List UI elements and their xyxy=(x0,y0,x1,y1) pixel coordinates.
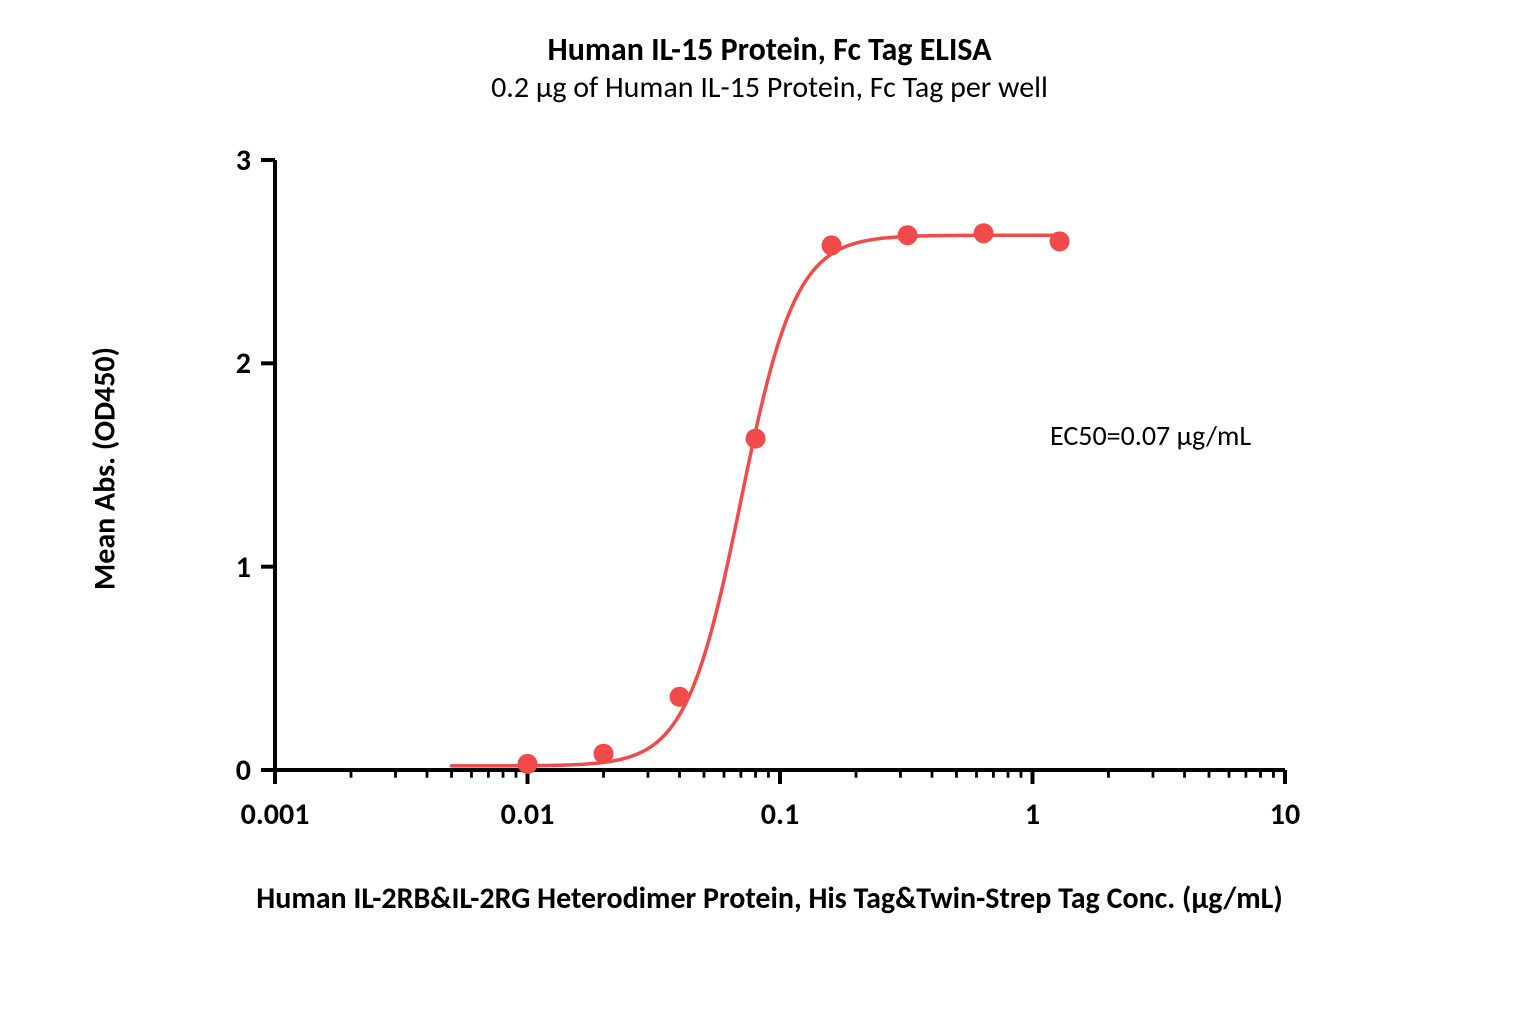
x-tick-label: 1 xyxy=(973,796,1093,833)
elisa-chart: Human IL-15 Protein, Fc Tag ELISA 0.2 μg… xyxy=(0,0,1539,1032)
y-tick-label: 0 xyxy=(236,752,251,789)
x-tick-label: 0.1 xyxy=(720,796,840,833)
y-tick-label: 3 xyxy=(236,142,251,179)
x-tick-label: 0.001 xyxy=(215,796,335,833)
y-tick-label: 2 xyxy=(236,345,251,382)
x-tick-label: 0.01 xyxy=(468,796,588,833)
plot-area xyxy=(0,0,1539,1032)
x-tick-label: 10 xyxy=(1225,796,1345,833)
y-tick-label: 1 xyxy=(236,549,251,586)
